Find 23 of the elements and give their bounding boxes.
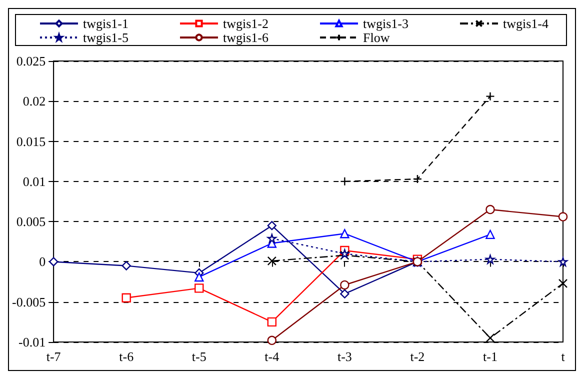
y-tick-label: 0.02 — [22, 94, 46, 109]
x-tick-label: t-5 — [192, 349, 206, 364]
y-tick-label: -0.005 — [12, 294, 46, 310]
legend-label: twgis1-2 — [223, 16, 268, 31]
legend-label: Flow — [363, 30, 390, 45]
x-tick-label: t-2 — [410, 349, 425, 364]
y-tick-label: 0.01 — [22, 174, 46, 189]
y-tick-label: 0.025 — [16, 54, 46, 68]
legend-label: twgis1-4 — [503, 16, 549, 31]
x-tick-label: t-4 — [264, 349, 280, 364]
x-tick-label: t — [561, 349, 566, 364]
x-tick-label: t-1 — [483, 349, 498, 364]
y-tick-label: 0.005 — [16, 214, 46, 230]
y-tick-label: -0.01 — [18, 334, 46, 350]
legend-label: twgis1-3 — [363, 16, 408, 31]
legend-label: twgis1-1 — [83, 16, 128, 31]
legend-label: twgis1-5 — [83, 30, 128, 45]
x-tick-label: t-7 — [46, 349, 62, 364]
y-tick-label: 0.015 — [16, 134, 46, 149]
y-tick-label: 0 — [39, 254, 46, 270]
x-tick-label: t-3 — [337, 349, 352, 364]
x-tick-label: t-6 — [119, 349, 134, 364]
legend-label: twgis1-6 — [223, 30, 269, 45]
